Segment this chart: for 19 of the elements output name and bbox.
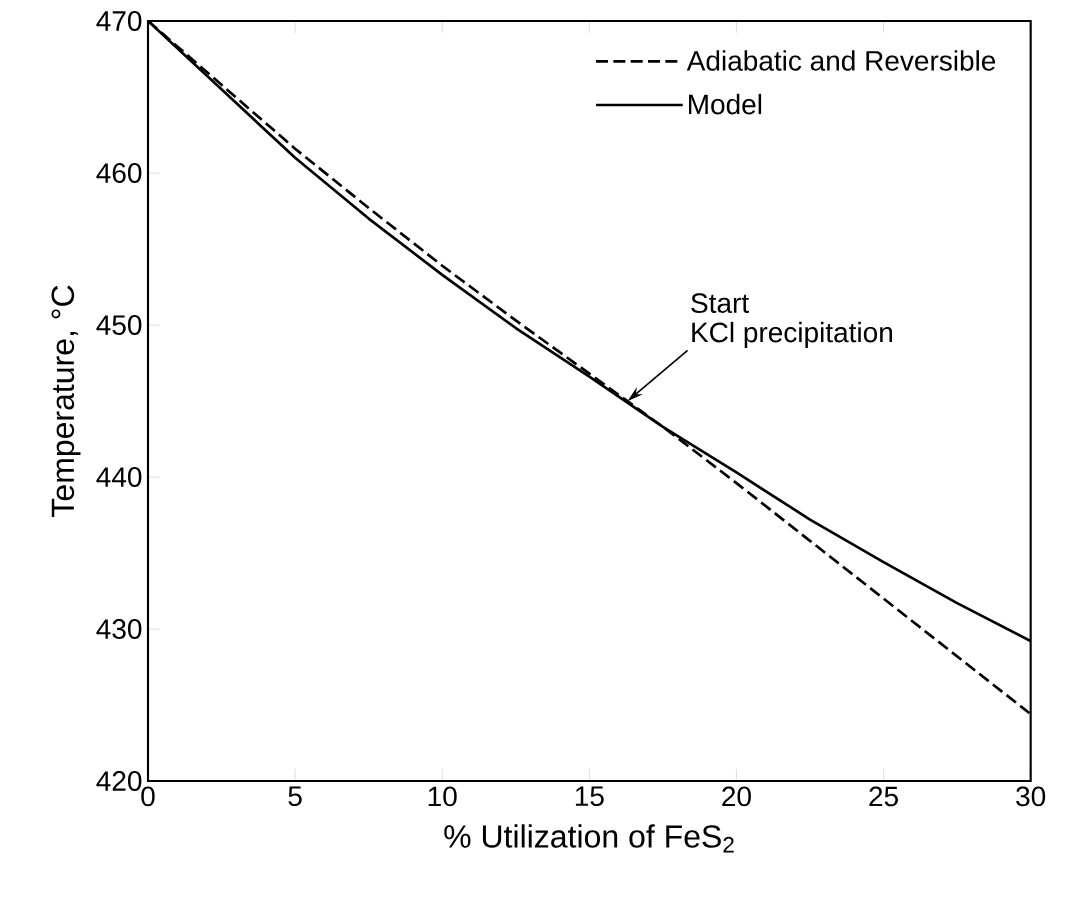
x-axis-title: % Utilization of FeS$_{2}$	[444, 824, 734, 853]
annotation: KCl precipitation	[692, 321, 892, 348]
y-tick-label: 420	[96, 771, 142, 791]
x-tick-label: 0	[141, 786, 155, 807]
x-tick-label: 10	[428, 786, 457, 807]
y-axis-title: Temperature, °C	[51, 285, 81, 517]
y-tick-label: 430	[96, 619, 142, 639]
y-tick-label: 450	[96, 315, 142, 335]
annotation: Start	[691, 293, 749, 314]
x-tick-label: 20	[722, 786, 751, 807]
x-tick-label: 15	[575, 786, 604, 807]
x-tick-label: 30	[1016, 786, 1046, 807]
x-tick-label: 25	[869, 786, 898, 807]
y-tick-label: 460	[96, 163, 142, 183]
legend-label: Adiabatic and Reversible	[686, 50, 996, 71]
x-tick-label: 5	[288, 786, 302, 807]
y-tick-label: 470	[96, 11, 142, 31]
legend-label: Model	[689, 93, 762, 115]
y-tick-label: 440	[96, 467, 142, 487]
